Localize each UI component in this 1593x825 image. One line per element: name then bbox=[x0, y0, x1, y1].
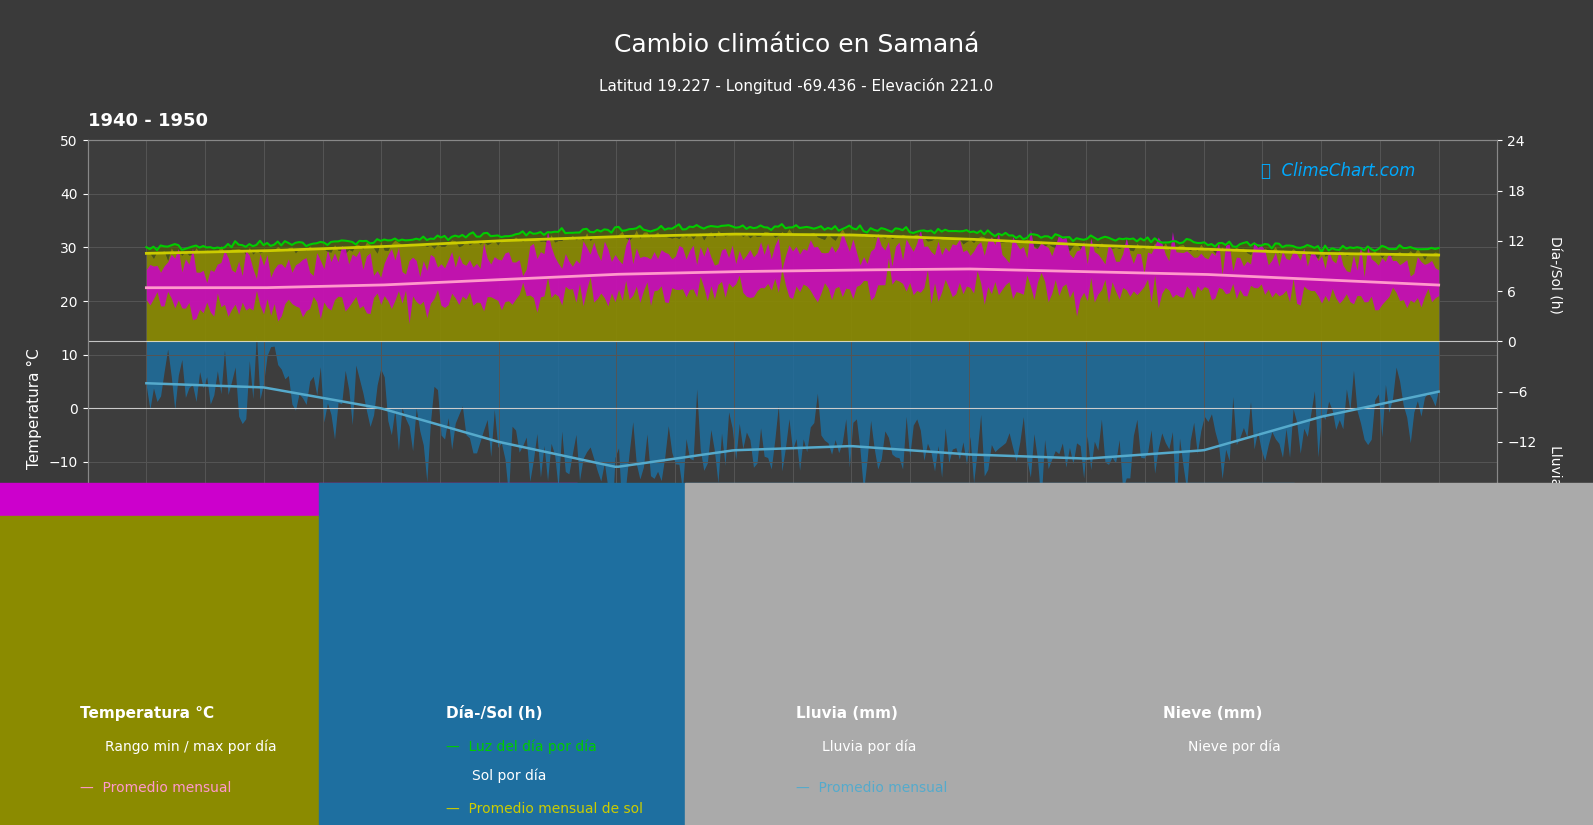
Text: Rango min / max por día: Rango min / max por día bbox=[105, 739, 277, 754]
Text: Lluvia (mm): Lluvia (mm) bbox=[796, 705, 898, 721]
Text: 🌍  ClimeChart.com: 🌍 ClimeChart.com bbox=[99, 626, 253, 644]
Text: —  Promedio mensual: — Promedio mensual bbox=[80, 781, 231, 795]
Text: 🌍  ClimeChart.com: 🌍 ClimeChart.com bbox=[1260, 162, 1415, 180]
Text: Cambio climático en Samaná: Cambio climático en Samaná bbox=[613, 33, 980, 57]
Y-axis label: Día-/Sol (h)                              Lluvia / Nieve (mm): Día-/Sol (h) Lluvia / Nieve (mm) bbox=[1548, 236, 1561, 581]
Text: 1940 - 1950: 1940 - 1950 bbox=[88, 111, 207, 130]
Text: Sol por día: Sol por día bbox=[472, 768, 546, 783]
Text: Temperatura °C: Temperatura °C bbox=[80, 705, 213, 721]
Text: Nieve por día: Nieve por día bbox=[1188, 739, 1281, 754]
Text: Día-/Sol (h): Día-/Sol (h) bbox=[446, 705, 543, 721]
Text: —  Promedio mensual: — Promedio mensual bbox=[796, 781, 948, 795]
Text: —  Promedio mensual: — Promedio mensual bbox=[1163, 781, 1314, 795]
Text: —  Luz del día por día: — Luz del día por día bbox=[446, 739, 597, 754]
Text: —  Promedio mensual de sol: — Promedio mensual de sol bbox=[446, 802, 644, 816]
Text: Latitud 19.227 - Longitud -69.436 - Elevación 221.0: Latitud 19.227 - Longitud -69.436 - Elev… bbox=[599, 78, 994, 94]
Y-axis label: Temperatura °C: Temperatura °C bbox=[27, 348, 41, 469]
Text: Nieve (mm): Nieve (mm) bbox=[1163, 705, 1262, 721]
Text: © ClimeChart.com: © ClimeChart.com bbox=[1395, 799, 1513, 812]
Text: Lluvia por día: Lluvia por día bbox=[822, 739, 916, 754]
